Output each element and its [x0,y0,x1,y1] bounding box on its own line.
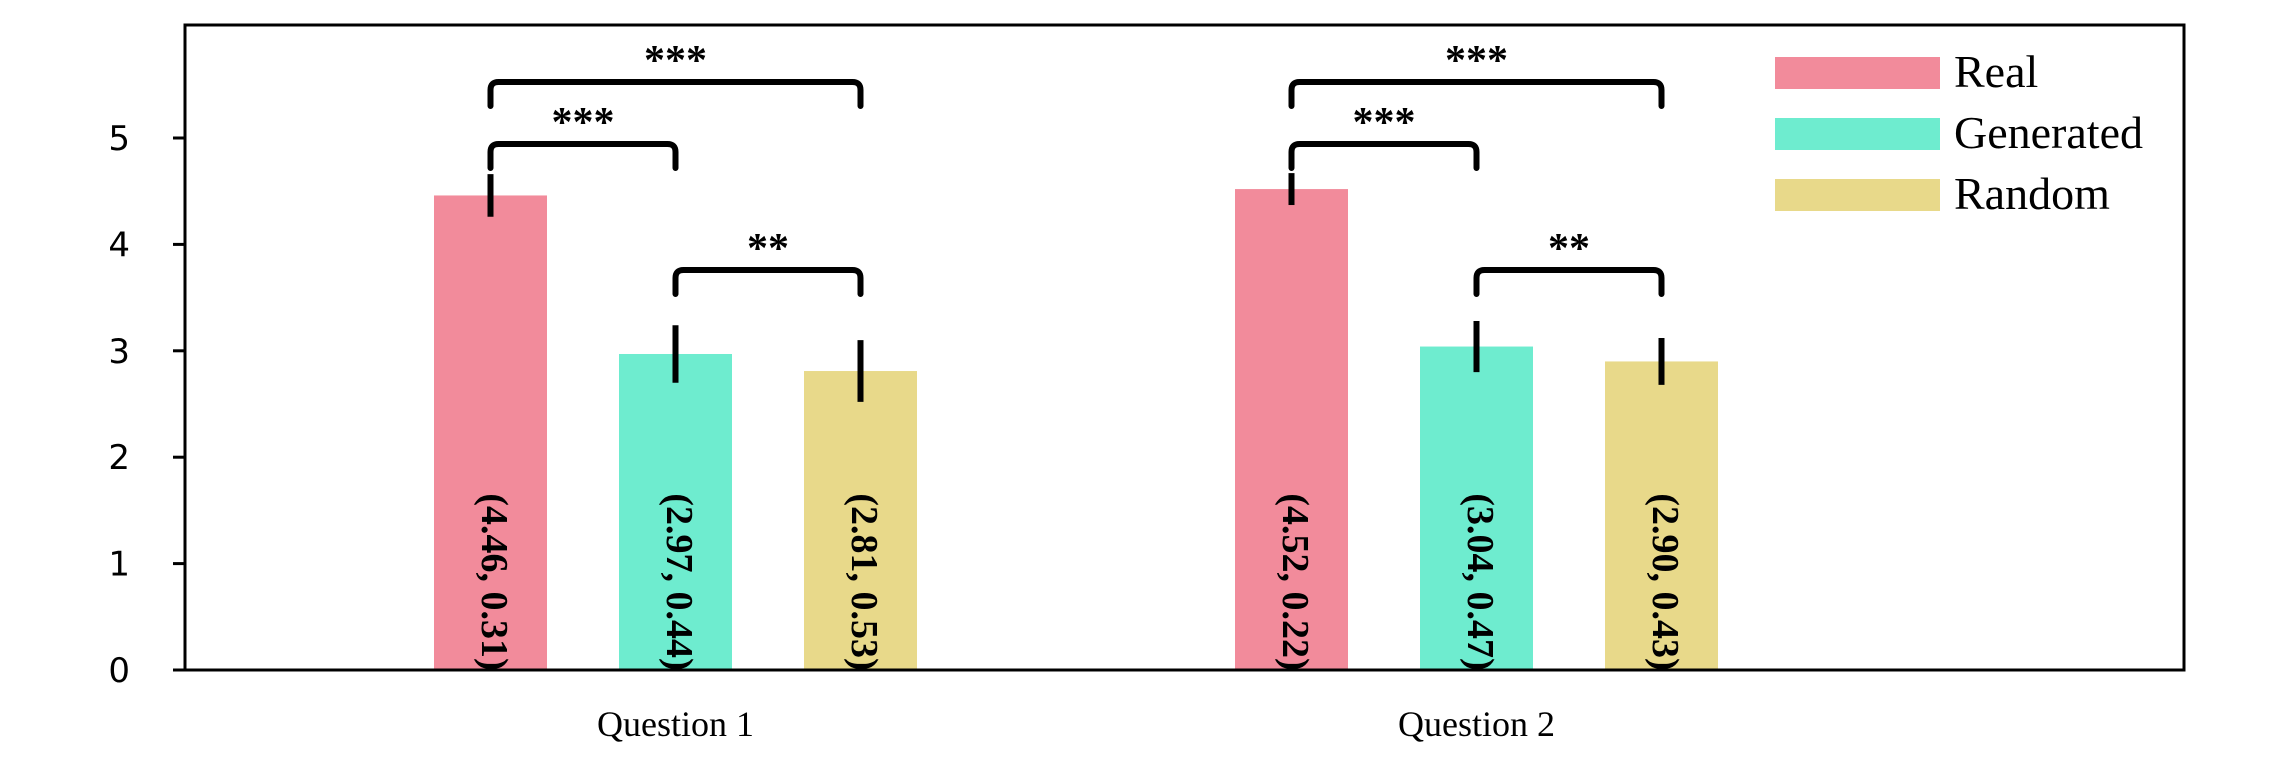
bar-random-2 [1605,361,1718,670]
x-axis: Question 1 Question 2 [597,704,1555,744]
bar-random-1 [804,371,917,670]
data-label: (2.97, 0.44) [658,493,700,670]
data-label: (3.04, 0.47) [1459,493,1501,670]
y-tick-label: 5 [108,119,130,159]
significance-bracket [487,141,679,171]
bar-real-2 [1235,189,1348,670]
legend: Real Generated Random [1775,46,2143,219]
legend-label-random: Random [1954,168,2110,219]
significance-label: ** [1548,226,1590,272]
data-label: (2.90, 0.43) [1644,493,1686,670]
significance-label: *** [644,38,707,84]
y-tick-label: 0 [108,651,130,691]
y-axis: 0 1 2 3 4 5 [108,119,185,691]
bar-real-1 [434,195,547,670]
significance-label: *** [552,100,615,146]
legend-swatch-generated [1775,118,1940,150]
significance-bracket [487,79,864,109]
significance-bracket [1473,267,1665,297]
legend-swatch-random [1775,179,1940,211]
y-tick-label: 3 [108,332,130,372]
y-tick-label: 4 [108,225,130,265]
bar-generated-1 [619,353,732,670]
bars-layer [434,189,1718,670]
y-tick-label: 1 [108,545,130,585]
significance-bracket [1288,141,1480,171]
legend-label-real: Real [1954,46,2038,97]
significance-layer: **************** [487,38,1665,297]
plot-frame [183,23,2186,672]
data-label: (4.52, 0.22) [1274,493,1316,670]
x-category-label: Question 2 [1398,704,1555,744]
data-label: (4.46, 0.31) [473,493,515,670]
x-category-label: Question 1 [597,704,754,744]
legend-swatch-real [1775,57,1940,89]
significance-bracket [1288,79,1665,109]
error-bars-layer [487,173,1665,402]
significance-label: *** [1445,38,1508,84]
data-labels-layer: (4.46, 0.31) (4.52, 0.22) (2.97, 0.44) (3.0… [473,493,1686,670]
y-tick-label: 2 [108,438,130,478]
significance-bracket [672,267,864,297]
significance-label: ** [747,226,789,272]
legend-label-generated: Generated [1954,107,2143,158]
data-label: (2.81, 0.53) [843,493,885,670]
significance-label: *** [1353,100,1416,146]
bar-generated-2 [1420,346,1533,670]
